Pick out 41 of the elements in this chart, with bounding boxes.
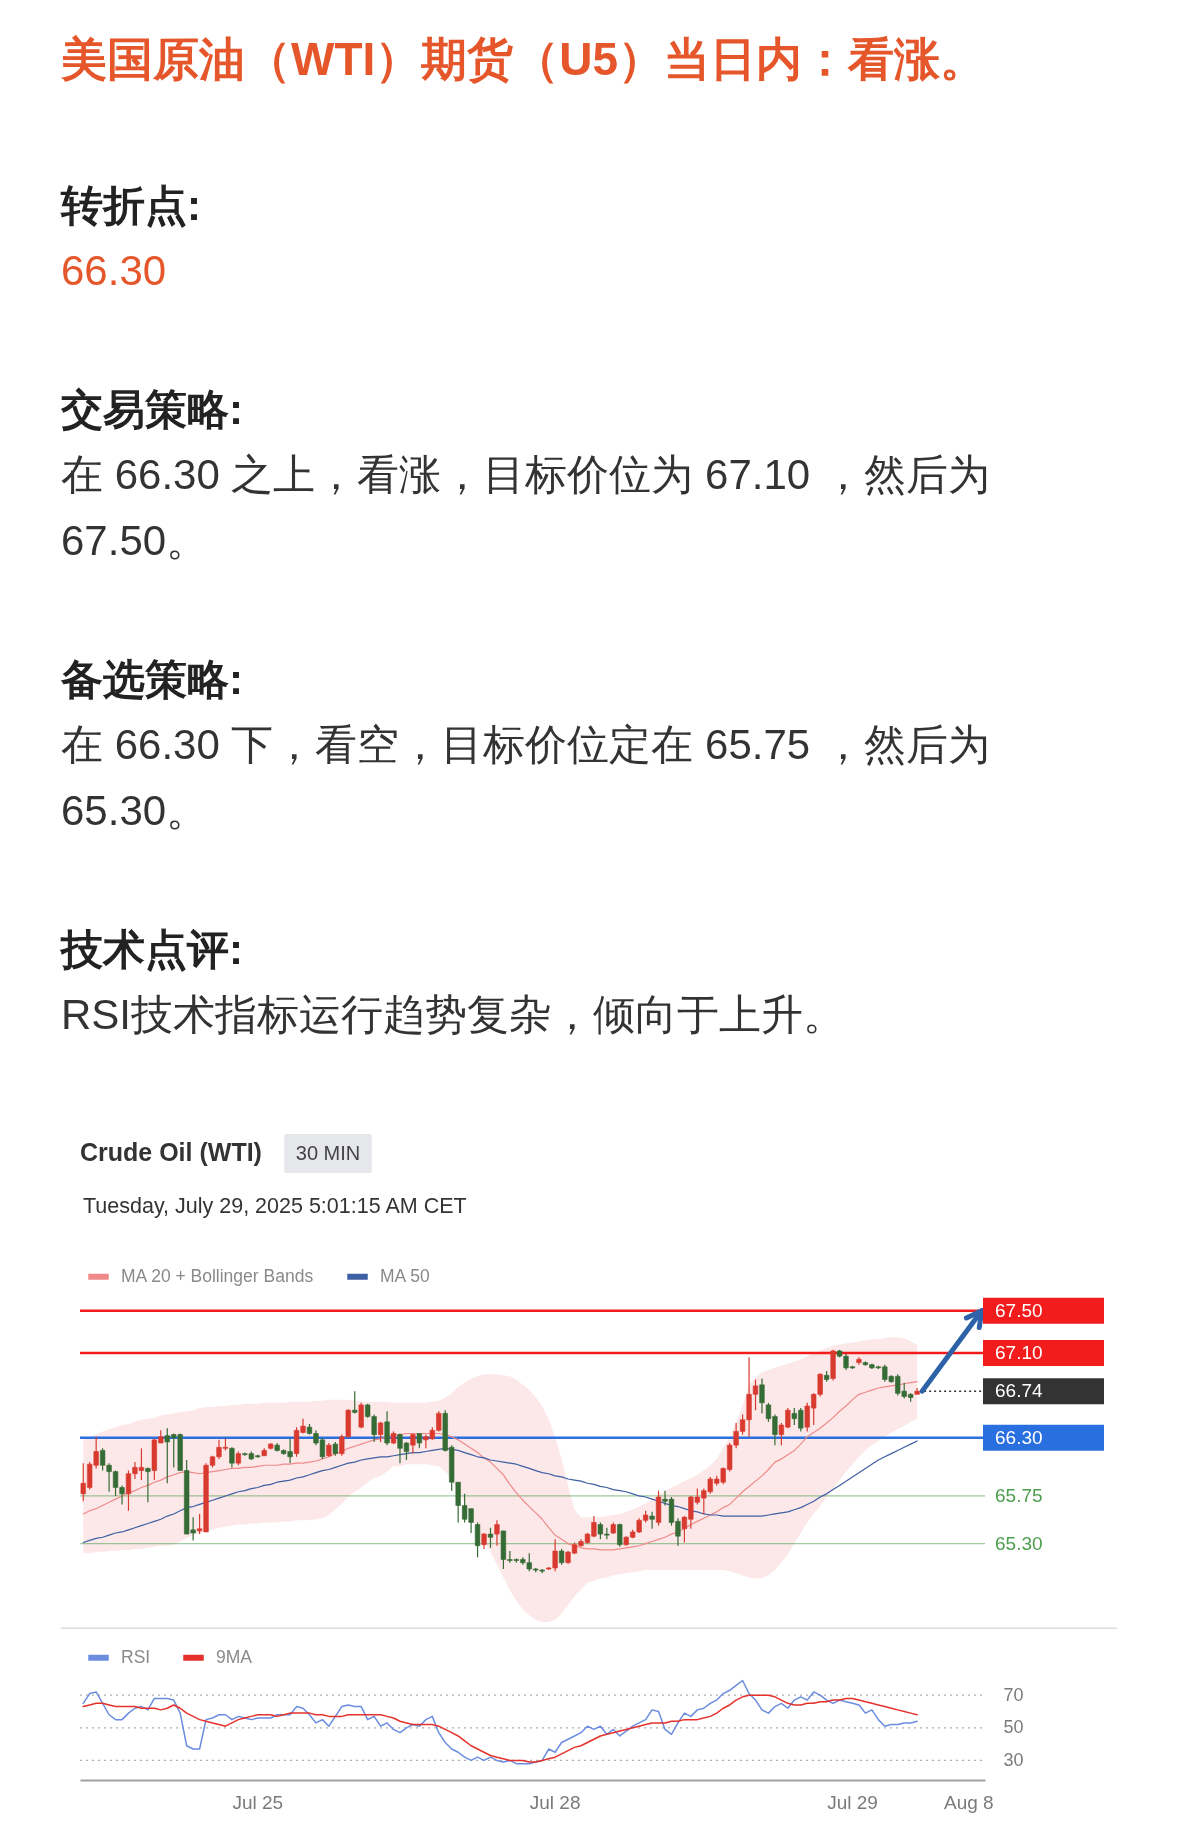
line-series (82, 1679, 918, 1765)
candlestick (649, 1511, 655, 1530)
x-tick-label: Jul 25 (232, 1791, 284, 1813)
x-tick-label: Jul 29 (827, 1791, 878, 1813)
text: 美国原油（WTI）期货（U5）当日内：看涨。 (60, 33, 987, 85)
candlestick (358, 1402, 364, 1429)
candlestick (494, 1519, 500, 1547)
text: 备选策略: (60, 656, 243, 703)
legend-label: MA 50 (380, 1265, 430, 1286)
chart-subtitle: Tuesday, July 29, 2025 5:01:15 AM CET (83, 1194, 467, 1218)
x-tick-label: Jul 28 (529, 1791, 581, 1813)
candlestick (759, 1377, 765, 1414)
legend-label: 9MA (216, 1646, 253, 1667)
ref-line-label: 65.30 (995, 1532, 1043, 1554)
text: 技术点评: (59, 926, 243, 973)
y-tick-label: 30 (1003, 1749, 1024, 1770)
candlestick (474, 1521, 481, 1558)
candlestick (229, 1446, 235, 1468)
candlestick (145, 1466, 151, 1503)
chart-title: Crude Oil (WTI) (80, 1138, 262, 1166)
y-tick-label: 70 (1003, 1684, 1024, 1705)
ref-line-label: 66.74 (995, 1380, 1043, 1402)
text: 在 66.30 下，看空，目标价位定在 65.75 ，然后为 65.30。 (61, 721, 990, 834)
candlestick (617, 1522, 623, 1548)
ref-line-label: 66.30 (995, 1426, 1043, 1448)
ref-line-label: 67.10 (995, 1342, 1043, 1364)
candlestick (487, 1527, 494, 1549)
text: RSI技术指标运行趋势复杂，倾向于上升。 (61, 991, 846, 1038)
text: 30 MIN (295, 1141, 361, 1164)
x-tick-label: Aug 8 (944, 1791, 994, 1813)
candlestick (384, 1410, 390, 1446)
text: 转折点: (60, 182, 201, 229)
text: 在 66.30 之上，看涨，目标价位为 67.10 ，然后为 67.50。 (61, 451, 990, 564)
ref-line-label: 65.75 (995, 1484, 1043, 1506)
text: 66.30 (61, 247, 167, 294)
text: 交易策略: (60, 386, 243, 433)
line-series (82, 1694, 918, 1763)
legend-label: MA 20 + Bollinger Bands (121, 1265, 314, 1286)
y-tick-label: 50 (1003, 1717, 1024, 1738)
legend-label: RSI (121, 1646, 151, 1667)
ref-line-label: 67.50 (995, 1299, 1043, 1321)
